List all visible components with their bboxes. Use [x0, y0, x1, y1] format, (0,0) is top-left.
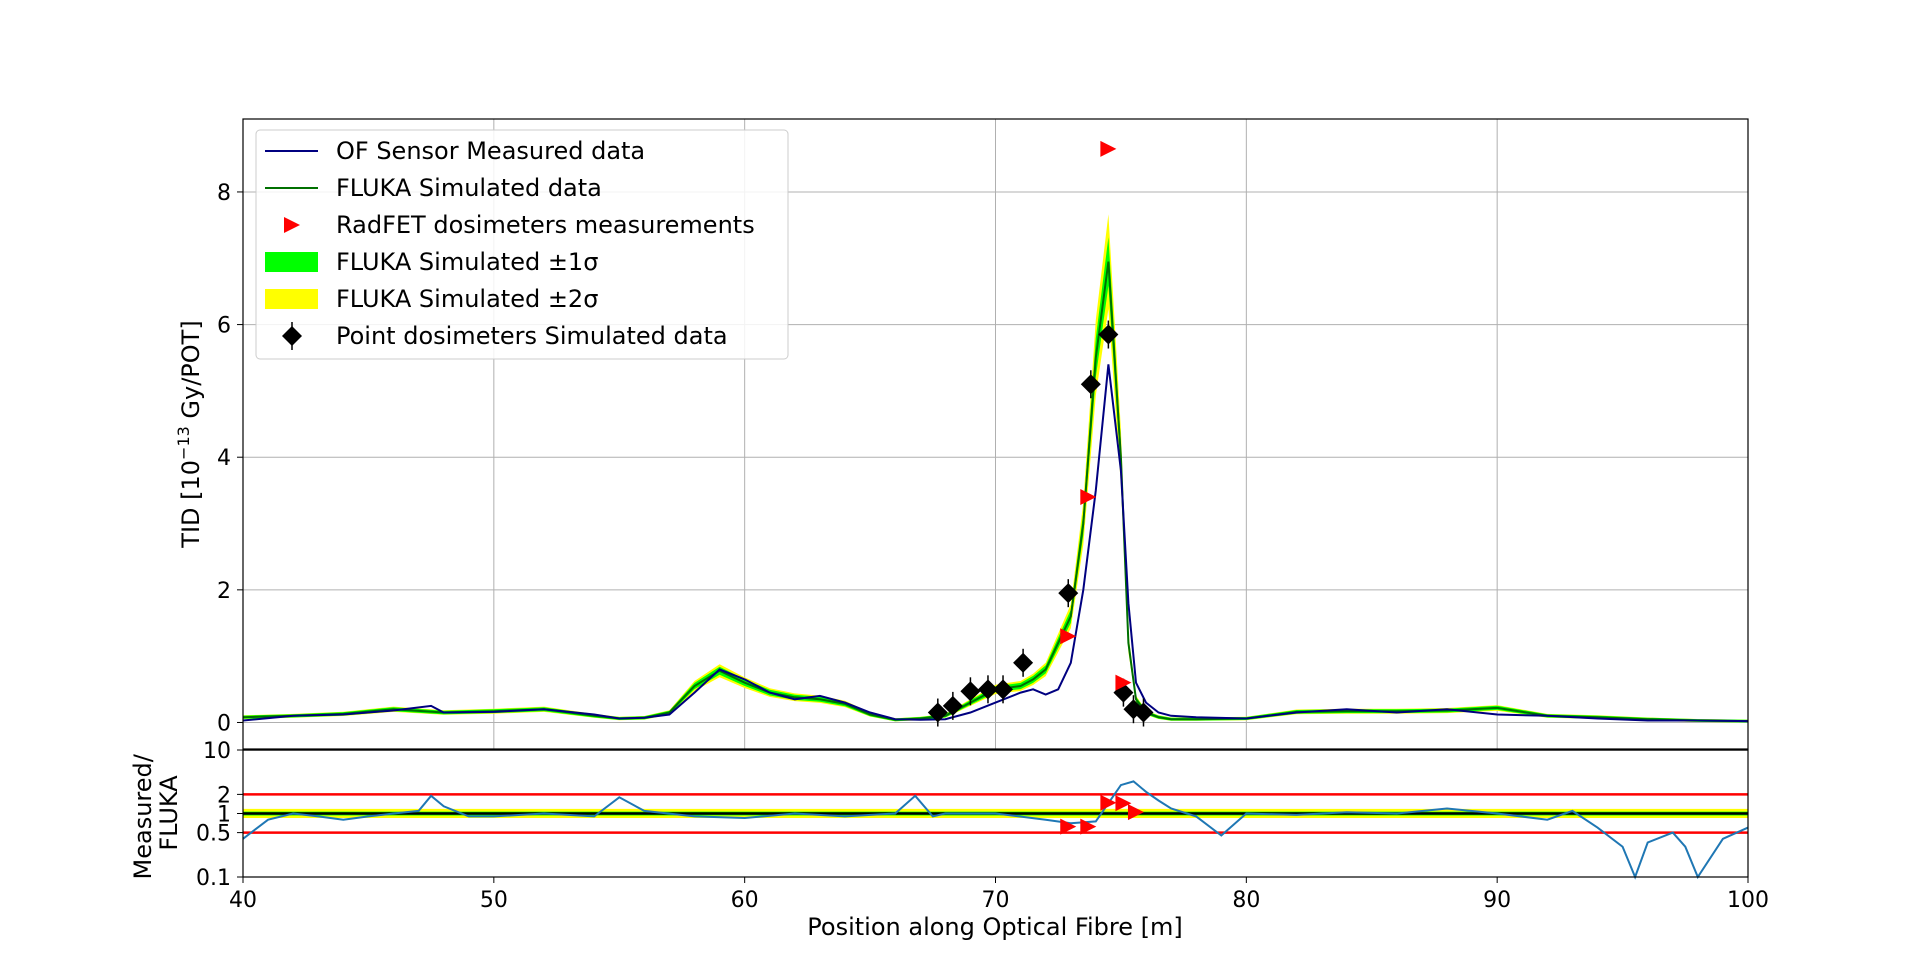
legend-entry: Point dosimeters Simulated data	[282, 322, 728, 350]
ratio-plot-panel: 10 210.5 0.1 40 50 60 70 80 90 100 Measured/ FLU…	[129, 739, 1769, 941]
point-dosimeter-marker	[1080, 374, 1101, 395]
main-plot-panel: 0 2 4 6 8 TID [10−13 Gy/POT] OF Sensor Measu…	[174, 118, 1749, 750]
point-dosimeter-marker	[993, 679, 1014, 700]
y-tick-label: 4	[217, 446, 231, 471]
x-tick-label: 90	[1483, 888, 1511, 913]
x-tick-label: 80	[1232, 888, 1260, 913]
legend-entry: RadFET dosimeters measurements	[284, 211, 755, 239]
ratio-y-axis-label: Measured/ FLUKA	[129, 747, 183, 880]
ratio-y-tick-label: 2	[217, 783, 231, 808]
legend-label: FLUKA Simulated ±1σ	[336, 248, 598, 276]
ratio-radfet-marker	[1115, 795, 1132, 812]
main-series	[242, 261, 1749, 723]
ratio-line	[242, 780, 1749, 880]
x-tick-label: 70	[982, 888, 1010, 913]
of-sensor-measured-line	[242, 364, 1749, 723]
y-tick-label: 6	[217, 314, 231, 339]
point-dosimeter-marker	[942, 695, 963, 716]
point-dosimeter-marker	[1133, 702, 1154, 723]
y-tick-label: 8	[217, 181, 231, 206]
legend-label: RadFET dosimeters measurements	[336, 211, 755, 239]
legend: OF Sensor Measured data FLUKA Simulated d…	[255, 129, 789, 360]
ratio-reference-lines	[243, 749, 1748, 834]
legend-label: Point dosimeters Simulated data	[336, 322, 728, 350]
y-tick-label: 0	[217, 711, 231, 736]
point-dosimeter-marker	[927, 702, 948, 723]
legend-label: FLUKA Simulated data	[336, 174, 602, 202]
radfet-marker	[1060, 628, 1077, 645]
legend-entry: FLUKA Simulated ±1σ	[265, 248, 598, 276]
point-dosimeter-marker	[1013, 652, 1034, 673]
legend-swatch-diamond	[282, 326, 302, 346]
ratio-y-tick-label: 10	[203, 739, 231, 764]
ratio-radfet-marker	[1127, 804, 1144, 821]
radfet-marker	[1100, 140, 1117, 157]
main-markers	[927, 140, 1154, 727]
legend-label: FLUKA Simulated ±2σ	[336, 285, 598, 313]
x-axis-label: Position along Optical Fibre [m]	[807, 913, 1182, 941]
ratio-radfet-marker	[1060, 818, 1077, 835]
x-tick-label: 100	[1727, 888, 1769, 913]
legend-entry: FLUKA Simulated data	[265, 174, 602, 202]
main-plot-frame	[242, 118, 1749, 750]
point-dosimeter-marker	[960, 681, 981, 702]
ratio-y-tick-label: 0.1	[196, 866, 231, 891]
ratio-y-tick-label: 0.5	[196, 822, 231, 847]
point-dosimeter-marker	[1098, 324, 1119, 345]
legend-entry: FLUKA Simulated ±2σ	[265, 285, 598, 313]
radfet-marker	[1080, 489, 1097, 505]
legend-label: OF Sensor Measured data	[336, 137, 645, 165]
x-tick-label: 50	[480, 888, 508, 913]
x-tick-label: 60	[731, 888, 759, 913]
legend-swatch-patch	[265, 252, 318, 272]
legend-swatch-triangle	[284, 217, 300, 233]
point-dosimeter-marker	[1058, 583, 1079, 604]
main-y-axis-label: TID [10−13 Gy/POT]	[174, 320, 205, 548]
legend-swatch-patch	[265, 289, 318, 309]
ratio-radfet-marker	[1080, 818, 1097, 835]
ratio-radfet-marker	[1100, 794, 1117, 811]
legend-entry: OF Sensor Measured data	[265, 137, 645, 165]
y-tick-label: 2	[217, 579, 231, 604]
ratio-y-tick-label: 1	[217, 803, 231, 828]
legend-box	[255, 129, 789, 360]
point-dosimeter-marker	[977, 679, 998, 700]
ratio-series	[242, 780, 1749, 880]
x-tick-labels: 40 50 60 70 80 90 100	[229, 877, 1769, 913]
main-y-tick-labels: 0 2 4 6 8	[217, 181, 243, 736]
ratio-y-tick-labels: 10 210.5 0.1	[196, 739, 243, 891]
radfet-marker	[1115, 674, 1132, 691]
x-tick-label: 40	[229, 888, 257, 913]
